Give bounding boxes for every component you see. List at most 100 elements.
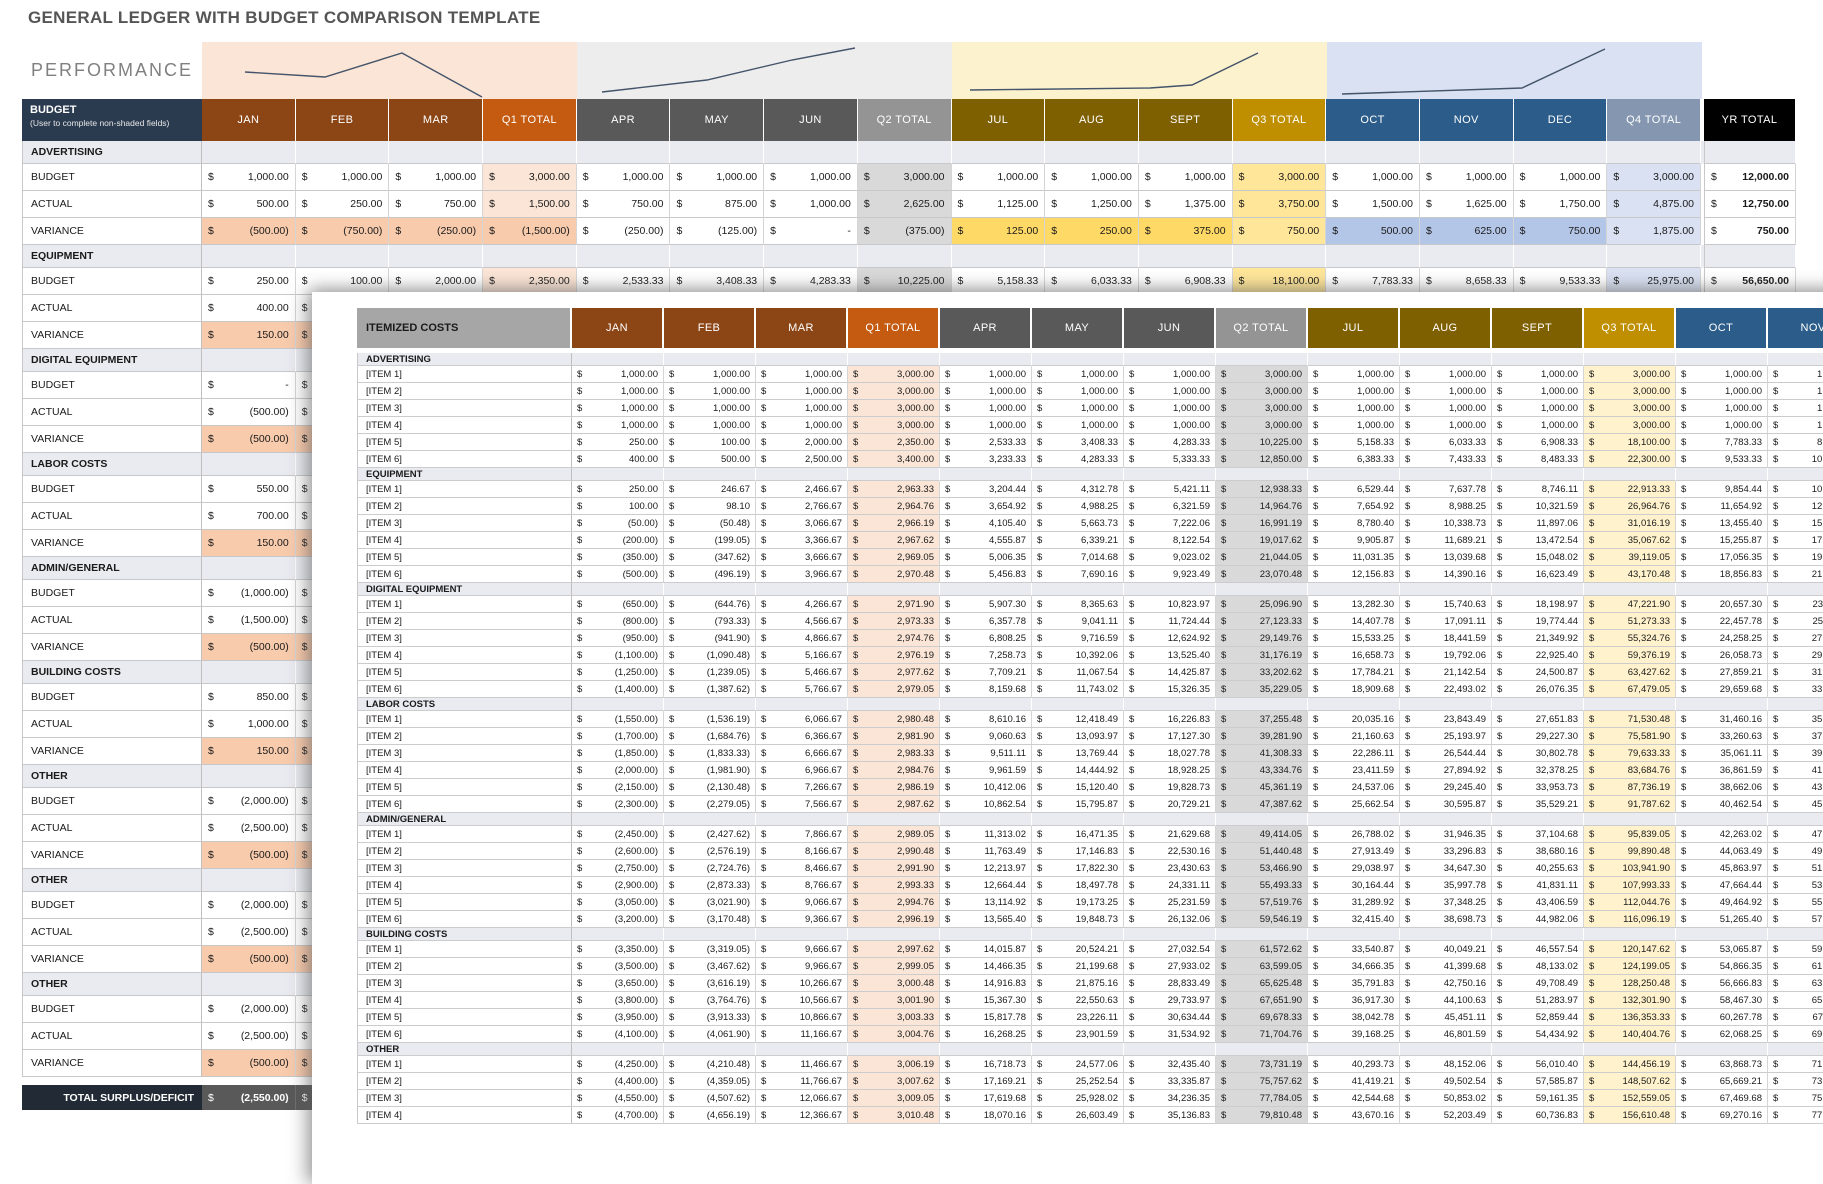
value-cell[interactable]: $15,367.30 — [940, 992, 1032, 1009]
value-cell[interactable]: $7,266.67 — [756, 779, 848, 796]
item-label-cell[interactable]: [ITEM 4] — [357, 647, 572, 664]
value-cell[interactable]: $ (2,873.33) — [664, 877, 756, 894]
value-cell[interactable]: $49,446.83 — [1768, 843, 1823, 860]
value-cell[interactable]: $12,366.67 — [756, 1107, 848, 1124]
value-cell[interactable]: $1,000.00 — [1513, 164, 1608, 191]
value-cell[interactable]: $18,027.78 — [1124, 745, 1216, 762]
value-cell[interactable]: $12,938.33 — [1216, 481, 1308, 498]
value-cell[interactable]: $ (1,387.62) — [664, 681, 756, 698]
itemized-section-header-cell[interactable] — [1400, 468, 1492, 481]
value-cell[interactable]: $ (3,764.76) — [664, 992, 756, 1009]
value-cell[interactable]: $1,000.00 — [572, 383, 664, 400]
value-cell[interactable]: $18,441.59 — [1400, 630, 1492, 647]
value-cell[interactable]: $11,466.67 — [756, 1056, 848, 1073]
value-cell[interactable]: $29,149.76 — [1216, 630, 1308, 647]
value-cell[interactable]: $12,156.83 — [1308, 566, 1400, 583]
value-cell[interactable]: $9,366.67 — [756, 911, 848, 928]
itemized-column-header-may[interactable]: MAY — [1032, 308, 1124, 348]
value-cell[interactable]: $ (800.00) — [572, 613, 664, 630]
value-cell[interactable]: $5,421.11 — [1124, 481, 1216, 498]
value-cell[interactable]: $17,039.21 — [1768, 532, 1823, 549]
itemized-section-header-cell[interactable]: EQUIPMENT — [357, 468, 572, 481]
value-cell[interactable]: $7,222.06 — [1124, 515, 1216, 532]
section-header-cell[interactable] — [389, 141, 484, 164]
value-cell[interactable]: $7,014.68 — [1032, 549, 1124, 566]
value-cell[interactable]: $2,977.62 — [848, 664, 940, 681]
itemized-section-header-cell[interactable] — [848, 468, 940, 481]
value-cell[interactable]: $5,466.67 — [756, 664, 848, 681]
section-header-cell[interactable] — [857, 141, 952, 164]
value-cell[interactable]: $ (3,950.00) — [572, 1009, 664, 1026]
value-cell[interactable]: $17,127.30 — [1124, 728, 1216, 745]
value-cell[interactable]: $3,400.00 — [848, 451, 940, 468]
value-cell[interactable]: $1,000.00 — [664, 383, 756, 400]
value-cell[interactable]: $1,000.00 — [1032, 400, 1124, 417]
section-header-cell[interactable]: LABOR COSTS — [22, 453, 202, 476]
section-header-cell[interactable] — [295, 245, 390, 268]
itemized-section-header-cell[interactable] — [1400, 698, 1492, 711]
value-cell[interactable]: $59,546.19 — [1216, 911, 1308, 928]
value-cell[interactable]: $54,434.92 — [1492, 1026, 1584, 1043]
value-cell[interactable]: $2,984.76 — [848, 762, 940, 779]
value-cell[interactable]: $ (50.00) — [572, 515, 664, 532]
value-cell[interactable]: $7,654.92 — [1308, 498, 1400, 515]
value-cell[interactable]: $2,971.90 — [848, 596, 940, 613]
value-cell[interactable]: $1,000.00 — [1676, 417, 1768, 434]
value-cell[interactable]: $39,168.25 — [1308, 1026, 1400, 1043]
value-cell[interactable]: $20,657.30 — [1676, 596, 1768, 613]
itemized-section-header-cell[interactable] — [1032, 353, 1124, 366]
itemized-section-header-cell[interactable] — [1676, 928, 1768, 941]
value-cell[interactable]: $6,529.44 — [1308, 481, 1400, 498]
value-cell[interactable]: $41,344.92 — [1768, 762, 1823, 779]
value-cell[interactable]: $56,650.00 — [1704, 268, 1796, 295]
value-cell[interactable]: $1,000.00 — [670, 164, 765, 191]
row-label-cell[interactable]: VARIANCE — [22, 530, 202, 557]
value-cell[interactable]: $ (2,000.00) — [202, 996, 296, 1023]
value-cell[interactable]: $11,766.67 — [756, 1073, 848, 1090]
value-cell[interactable]: $10,823.97 — [1124, 596, 1216, 613]
value-cell[interactable]: $2,981.90 — [848, 728, 940, 745]
value-cell[interactable]: $53,466.90 — [1216, 860, 1308, 877]
value-cell[interactable]: $13,093.97 — [1032, 728, 1124, 745]
value-cell[interactable]: $3,007.62 — [848, 1073, 940, 1090]
value-cell[interactable]: $ (250.00) — [576, 218, 671, 245]
value-cell[interactable]: $31,946.35 — [1400, 826, 1492, 843]
itemized-section-header-cell[interactable]: ADVERTISING — [357, 353, 572, 366]
value-cell[interactable]: $16,991.19 — [1216, 515, 1308, 532]
value-cell[interactable]: $36,861.59 — [1676, 762, 1768, 779]
value-cell[interactable]: $17,784.21 — [1308, 664, 1400, 681]
value-cell[interactable]: $26,788.02 — [1308, 826, 1400, 843]
value-cell[interactable]: $3,366.67 — [756, 532, 848, 549]
value-cell[interactable]: $21,199.68 — [1032, 958, 1124, 975]
value-cell[interactable]: $69,270.16 — [1676, 1107, 1768, 1124]
itemized-section-header-cell[interactable] — [1308, 583, 1400, 596]
budget-header-cell[interactable]: BUDGET (User to complete non-shaded fiel… — [22, 99, 202, 141]
value-cell[interactable]: $27,933.02 — [1124, 958, 1216, 975]
row-label-cell[interactable]: ACTUAL — [22, 503, 202, 530]
value-cell[interactable]: $14,425.87 — [1124, 664, 1216, 681]
itemized-section-header-cell[interactable] — [664, 1043, 756, 1056]
value-cell[interactable]: $39,119.05 — [1584, 549, 1676, 566]
value-cell[interactable]: $14,466.35 — [940, 958, 1032, 975]
itemized-section-header-cell[interactable] — [1492, 1043, 1584, 1056]
value-cell[interactable]: $32,378.25 — [1492, 762, 1584, 779]
value-cell[interactable]: $25,252.54 — [1032, 1073, 1124, 1090]
value-cell[interactable]: $45,451.11 — [1400, 1009, 1492, 1026]
value-cell[interactable]: $1,000.00 — [664, 366, 756, 383]
item-label-cell[interactable]: [ITEM 1] — [357, 481, 572, 498]
value-cell[interactable]: $100.00 — [295, 268, 390, 295]
value-cell[interactable]: $14,444.92 — [1032, 762, 1124, 779]
column-header-yr-total[interactable]: YR TOTAL — [1704, 99, 1796, 141]
value-cell[interactable]: $22,925.40 — [1492, 647, 1584, 664]
value-cell[interactable]: $17,822.30 — [1032, 860, 1124, 877]
section-header-cell[interactable] — [202, 453, 296, 476]
value-cell[interactable]: $24,258.25 — [1676, 630, 1768, 647]
value-cell[interactable]: $4,875.00 — [1607, 191, 1701, 218]
column-header-q2-total[interactable]: Q2 TOTAL — [857, 99, 952, 141]
value-cell[interactable]: $1,000.00 — [764, 191, 858, 218]
value-cell[interactable]: $ (2,000.00) — [202, 788, 296, 815]
value-cell[interactable]: $26,076.35 — [1492, 681, 1584, 698]
row-label-cell[interactable]: ACTUAL — [22, 607, 202, 634]
value-cell[interactable]: $20,729.21 — [1124, 796, 1216, 813]
value-cell[interactable]: $30,595.87 — [1400, 796, 1492, 813]
